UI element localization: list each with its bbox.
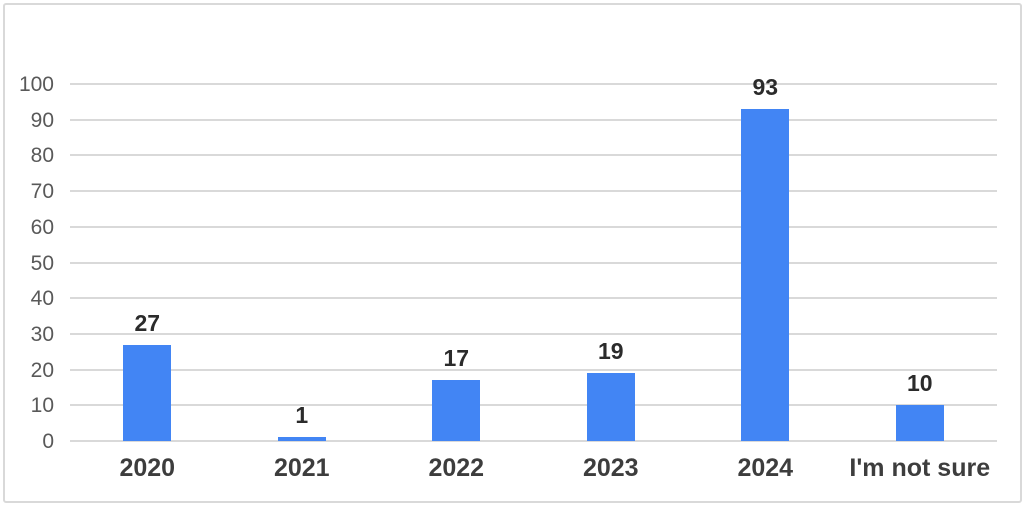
bar-2022 (432, 380, 481, 441)
y-axis-tick-label: 90 (30, 108, 54, 132)
bar-value-label: 93 (752, 73, 779, 100)
gridline (70, 154, 997, 157)
gridline (70, 261, 997, 264)
chart-frame (3, 3, 1022, 503)
gridline (70, 404, 997, 407)
y-axis-tick-label: 70 (30, 180, 54, 204)
gridline (70, 225, 997, 228)
gridline (70, 190, 997, 193)
y-axis-tick-label: 30 (30, 322, 54, 346)
bar-2021 (277, 437, 326, 441)
bar-value-label: 17 (443, 345, 470, 372)
bar-2023 (586, 373, 635, 441)
y-axis-tick-label: 50 (30, 251, 54, 275)
x-axis-category-label: 2020 (119, 454, 176, 482)
y-axis-tick-label: 60 (30, 215, 54, 239)
y-axis-tick-label: 10 (30, 394, 54, 418)
gridline (70, 83, 997, 85)
bar-value-label: 10 (906, 370, 933, 397)
x-axis-category-label: 2024 (737, 454, 794, 482)
bar-2020 (123, 344, 172, 441)
y-axis-tick-label: 40 (30, 287, 54, 311)
y-axis-tick-label: 0 (42, 430, 54, 453)
bar-value-label: 1 (295, 402, 309, 429)
gridline (70, 297, 997, 300)
x-axis-category-label: 2023 (582, 454, 639, 482)
bar-value-label: 19 (597, 338, 624, 365)
x-axis-category-label: I'm not sure (849, 454, 991, 482)
gridline (70, 440, 997, 442)
gridline (70, 332, 997, 335)
y-axis-tick-label: 100 (18, 73, 54, 96)
x-axis-category-label: 2022 (428, 454, 485, 482)
y-axis-tick-label: 80 (30, 144, 54, 168)
y-axis-tick-label: 20 (30, 358, 54, 382)
gridline (70, 368, 997, 371)
bar-i-m-not-sure (895, 405, 944, 441)
x-axis-category-label: 2021 (273, 454, 330, 482)
bar-value-label: 27 (134, 309, 161, 336)
bar-2024 (741, 108, 790, 441)
gridline (70, 118, 997, 121)
